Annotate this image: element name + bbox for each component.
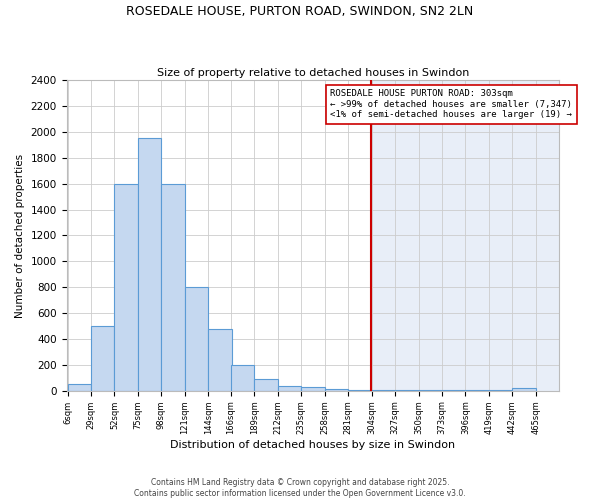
Bar xyxy=(231,365,254,390)
X-axis label: Distribution of detached houses by size in Swindon: Distribution of detached houses by size … xyxy=(170,440,455,450)
Title: Size of property relative to detached houses in Swindon: Size of property relative to detached ho… xyxy=(157,68,469,78)
Bar xyxy=(512,388,536,390)
Bar xyxy=(138,138,161,390)
Bar xyxy=(67,80,371,390)
Bar xyxy=(68,384,91,390)
Bar xyxy=(371,80,559,390)
Bar xyxy=(301,388,325,390)
Bar xyxy=(208,328,232,390)
Text: ROSEDALE HOUSE, PURTON ROAD, SWINDON, SN2 2LN: ROSEDALE HOUSE, PURTON ROAD, SWINDON, SN… xyxy=(127,5,473,18)
Bar xyxy=(161,184,185,390)
Y-axis label: Number of detached properties: Number of detached properties xyxy=(15,154,25,318)
Bar xyxy=(185,287,208,391)
Bar xyxy=(278,386,301,390)
Bar xyxy=(91,326,115,390)
Text: ROSEDALE HOUSE PURTON ROAD: 303sqm
← >99% of detached houses are smaller (7,347): ROSEDALE HOUSE PURTON ROAD: 303sqm ← >99… xyxy=(330,90,572,120)
Bar xyxy=(254,379,278,390)
Text: Contains HM Land Registry data © Crown copyright and database right 2025.
Contai: Contains HM Land Registry data © Crown c… xyxy=(134,478,466,498)
Bar xyxy=(115,184,138,390)
Bar xyxy=(325,389,348,390)
